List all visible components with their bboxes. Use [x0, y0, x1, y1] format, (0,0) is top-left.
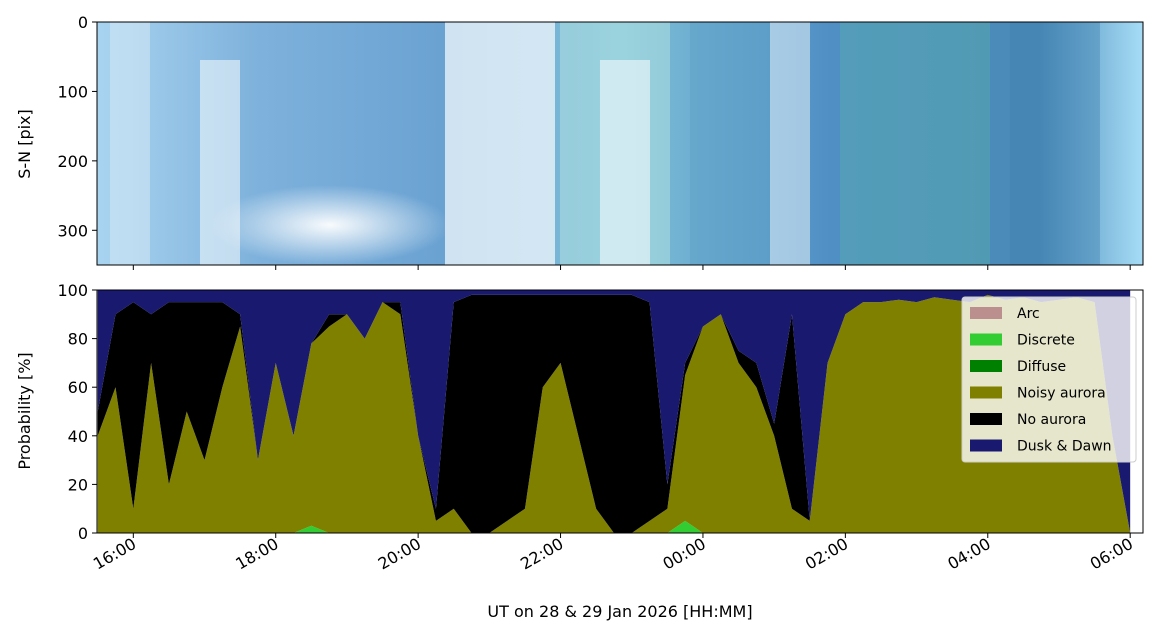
y-tick-label: 200 — [57, 152, 88, 171]
x-tick-label: 02:00 — [802, 534, 851, 574]
x-tick-label: 20:00 — [375, 534, 424, 574]
legend-swatch — [970, 333, 1002, 346]
legend-label: Diffuse — [1017, 359, 1066, 375]
legend-box — [961, 296, 1137, 463]
keogram-image — [97, 22, 1143, 265]
y-tick-label: 60 — [68, 378, 88, 397]
legend-swatch — [970, 413, 1002, 425]
x-tick-label: 18:00 — [232, 534, 281, 574]
x-tick-label: 22:00 — [517, 534, 566, 574]
x-tick-label: 04:00 — [944, 534, 993, 574]
y-tick-label: 40 — [68, 427, 88, 446]
y-tick-label: 0 — [78, 13, 88, 32]
bottom-frame — [96, 289, 1144, 534]
area — [97, 294, 1131, 533]
x-tick-label: 00:00 — [660, 534, 709, 574]
legend-label: No aurora — [1017, 412, 1086, 428]
y-tick-label: 20 — [68, 475, 88, 494]
area — [97, 294, 1131, 533]
legend-label: Discrete — [1017, 333, 1075, 349]
y-tick-label: 100 — [57, 82, 88, 101]
x-tick-label: 06:00 — [1087, 534, 1136, 574]
y-tick-label: 0 — [78, 524, 88, 543]
legend-label: Noisy aurora — [1017, 386, 1106, 402]
x-axis-label: UT on 28 & 29 Jan 2026 [HH:MM] — [487, 602, 752, 621]
legend-swatch — [970, 439, 1002, 452]
bottom-y-label: Probability [%] — [15, 352, 34, 469]
legend-swatch — [970, 386, 1002, 399]
y-tick-label: 300 — [57, 221, 88, 240]
top-frame — [96, 21, 1144, 266]
area-plot — [97, 290, 1131, 533]
y-tick-label: 80 — [68, 330, 88, 349]
legend-label: Dusk & Dawn — [1017, 439, 1112, 455]
legend-swatch — [970, 307, 1002, 319]
top-y-label: S-N [pix] — [15, 109, 34, 179]
x-tick-label: 16:00 — [90, 534, 139, 574]
legend-swatch — [970, 360, 1002, 372]
legend-label: Arc — [1017, 306, 1040, 322]
y-tick-label: 100 — [57, 281, 88, 300]
